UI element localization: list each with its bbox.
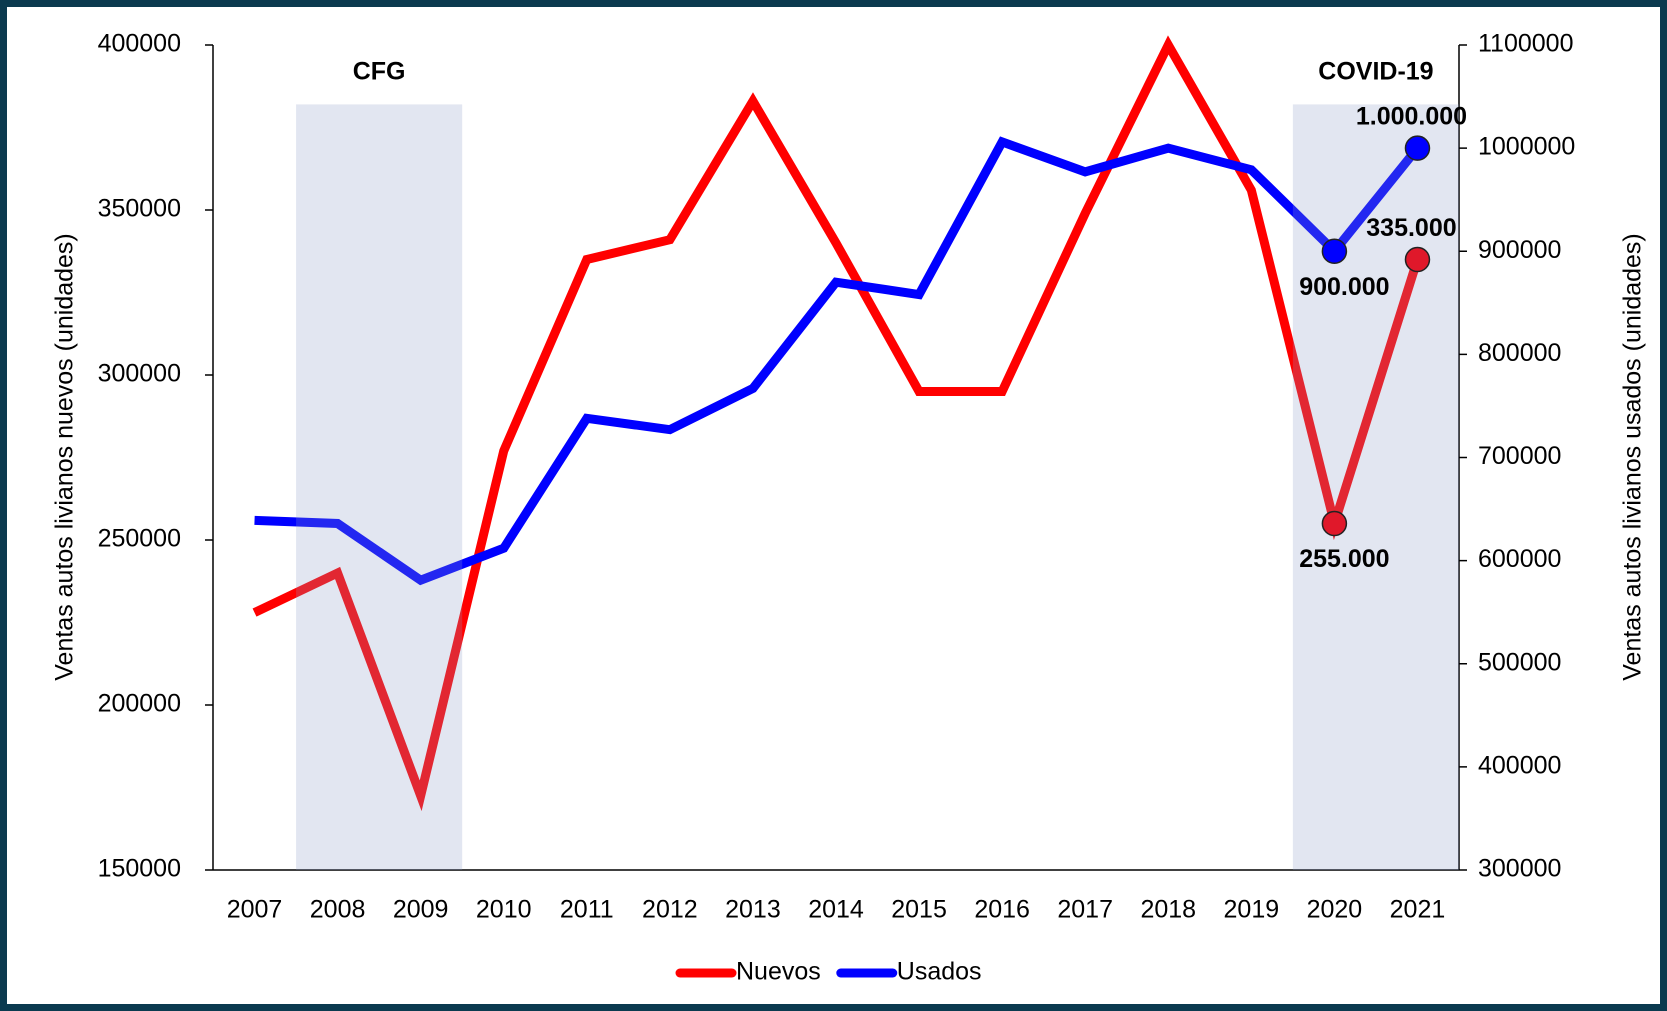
data-point [1404, 246, 1431, 273]
y-tick-label: 350000 [98, 195, 181, 223]
y-axis-title: Ventas autos livianos nuevos (unidades) [51, 233, 79, 681]
x-tick-label: 2017 [1057, 896, 1113, 924]
y2-axis-title: Ventas autos livianos usados (unidades) [1619, 233, 1647, 681]
x-tick-label: 2010 [476, 896, 532, 924]
data-point [1404, 135, 1431, 161]
y-tick-label: 200000 [98, 690, 181, 718]
data-label: 900.000 [1299, 273, 1389, 301]
data-label: 1.000.000 [1356, 103, 1467, 131]
y2-tick-label: 400000 [1478, 751, 1561, 779]
y2-tick-label: 1000000 [1478, 133, 1575, 161]
y2-tick-label: 700000 [1478, 442, 1561, 470]
x-tick-label: 2007 [227, 896, 283, 924]
y2-tick-label: 1100000 [1478, 30, 1573, 58]
y2-tick-label: 500000 [1478, 648, 1561, 676]
x-tick-label: 2016 [974, 896, 1030, 924]
x-tick-label: 2014 [808, 896, 864, 924]
legend-label: Usados [897, 958, 982, 986]
y2-tick-label: 800000 [1478, 339, 1561, 367]
y-tick-label: 150000 [98, 855, 181, 883]
y-tick-label: 300000 [98, 360, 181, 388]
data-point [1321, 510, 1348, 537]
y2-tick-label: 300000 [1478, 855, 1561, 883]
shaded-period-label: CFG [353, 58, 406, 86]
x-tick-label: 2015 [891, 896, 947, 924]
x-tick-label: 2011 [560, 896, 614, 924]
data-point [1321, 238, 1348, 264]
y2-tick-label: 600000 [1478, 545, 1561, 573]
x-tick-label: 2012 [642, 896, 698, 924]
shaded-period-label: COVID-19 [1318, 58, 1433, 86]
x-tick-label: 2008 [310, 896, 366, 924]
x-tick-label: 2021 [1390, 896, 1446, 924]
data-label: 335.000 [1366, 214, 1456, 242]
y-tick-label: 250000 [98, 525, 181, 553]
data-label: 255.000 [1299, 545, 1389, 573]
y2-tick-label: 900000 [1478, 236, 1561, 264]
x-tick-label: 2009 [393, 896, 449, 924]
y-tick-label: 400000 [98, 30, 181, 58]
x-tick-label: 2018 [1140, 896, 1196, 924]
x-tick-label: 2020 [1307, 896, 1363, 924]
x-tick-label: 2013 [725, 896, 781, 924]
series-line [252, 35, 1422, 812]
shaded-period [296, 104, 463, 870]
legend-label: Nuevos [736, 958, 821, 986]
x-tick-label: 2019 [1224, 896, 1280, 924]
shaded-period [1292, 104, 1459, 870]
series-line [254, 136, 1421, 586]
chart-frame [7, 7, 1660, 1004]
